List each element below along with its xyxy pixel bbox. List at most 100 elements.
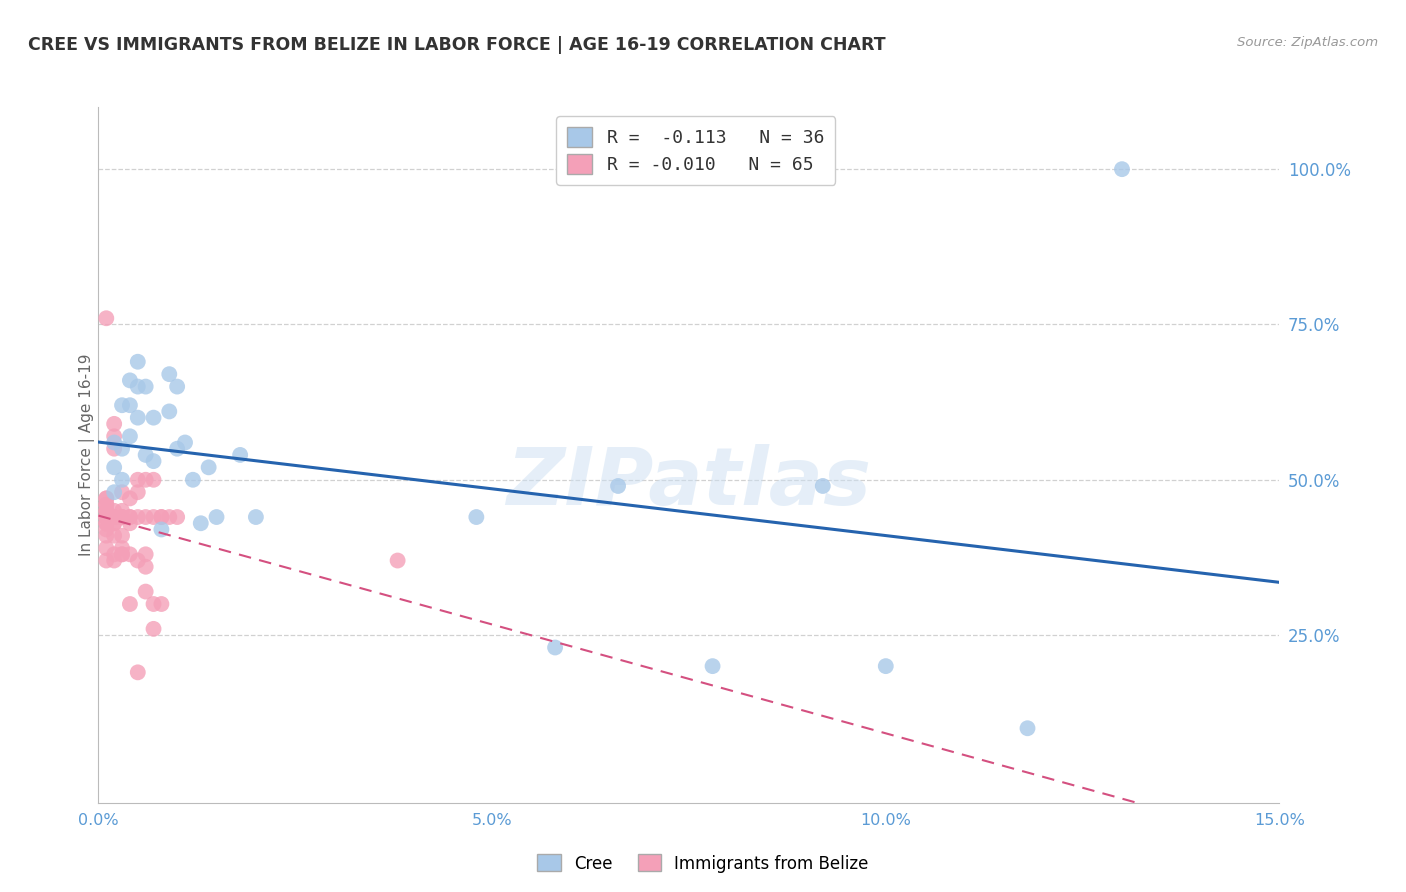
Point — [157, 404, 180, 418]
Point — [103, 435, 125, 450]
Point — [96, 498, 118, 512]
Point — [229, 448, 252, 462]
Point — [118, 491, 141, 506]
Point — [118, 429, 141, 443]
Point — [135, 559, 157, 574]
Point — [96, 529, 118, 543]
Point — [118, 398, 141, 412]
Point — [166, 442, 188, 456]
Point — [181, 473, 204, 487]
Point — [118, 373, 141, 387]
Point — [118, 597, 141, 611]
Point — [103, 516, 125, 531]
Point — [150, 510, 173, 524]
Point — [96, 311, 118, 326]
Point — [103, 417, 125, 431]
Point — [103, 516, 125, 531]
Point — [142, 597, 165, 611]
Y-axis label: In Labor Force | Age 16-19: In Labor Force | Age 16-19 — [79, 353, 96, 557]
Point — [1111, 162, 1133, 177]
Point — [150, 597, 173, 611]
Point — [111, 442, 134, 456]
Point — [127, 379, 149, 393]
Point — [142, 473, 165, 487]
Point — [135, 547, 157, 561]
Point — [118, 510, 141, 524]
Point — [96, 491, 118, 506]
Point — [166, 510, 188, 524]
Point — [96, 510, 118, 524]
Point — [111, 547, 134, 561]
Point — [103, 504, 125, 518]
Point — [197, 460, 219, 475]
Point — [1017, 721, 1039, 735]
Point — [135, 584, 157, 599]
Point — [127, 553, 149, 567]
Point — [142, 510, 165, 524]
Point — [96, 516, 118, 531]
Point — [111, 547, 134, 561]
Point — [103, 510, 125, 524]
Point — [96, 504, 118, 518]
Point — [135, 510, 157, 524]
Point — [127, 510, 149, 524]
Point — [111, 541, 134, 555]
Point — [166, 379, 188, 393]
Point — [96, 510, 118, 524]
Point — [96, 504, 118, 518]
Point — [111, 529, 134, 543]
Point — [96, 541, 118, 555]
Point — [157, 367, 180, 381]
Point — [118, 510, 141, 524]
Point — [142, 454, 165, 468]
Point — [111, 504, 134, 518]
Point — [127, 355, 149, 369]
Point — [111, 485, 134, 500]
Point — [465, 510, 488, 524]
Point — [135, 448, 157, 462]
Point — [387, 553, 409, 567]
Point — [103, 485, 125, 500]
Point — [875, 659, 897, 673]
Text: Source: ZipAtlas.com: Source: ZipAtlas.com — [1237, 36, 1378, 49]
Text: CREE VS IMMIGRANTS FROM BELIZE IN LABOR FORCE | AGE 16-19 CORRELATION CHART: CREE VS IMMIGRANTS FROM BELIZE IN LABOR … — [28, 36, 886, 54]
Point — [544, 640, 567, 655]
Point — [118, 547, 141, 561]
Point — [127, 410, 149, 425]
Point — [111, 510, 134, 524]
Point — [103, 553, 125, 567]
Point — [135, 473, 157, 487]
Point — [157, 510, 180, 524]
Point — [111, 510, 134, 524]
Point — [127, 665, 149, 680]
Point — [111, 473, 134, 487]
Point — [103, 510, 125, 524]
Point — [103, 529, 125, 543]
Point — [96, 523, 118, 537]
Point — [96, 498, 118, 512]
Point — [103, 547, 125, 561]
Point — [702, 659, 724, 673]
Point — [103, 460, 125, 475]
Point — [96, 510, 118, 524]
Point — [142, 622, 165, 636]
Point — [142, 410, 165, 425]
Text: ZIPatlas: ZIPatlas — [506, 443, 872, 522]
Point — [150, 523, 173, 537]
Point — [96, 510, 118, 524]
Point — [96, 491, 118, 506]
Point — [127, 473, 149, 487]
Point — [111, 398, 134, 412]
Point — [150, 510, 173, 524]
Point — [111, 510, 134, 524]
Point — [607, 479, 630, 493]
Point — [118, 516, 141, 531]
Point — [103, 429, 125, 443]
Legend: R =  -0.113   N = 36, R = -0.010   N = 65: R = -0.113 N = 36, R = -0.010 N = 65 — [557, 116, 835, 185]
Point — [245, 510, 267, 524]
Point — [103, 510, 125, 524]
Point — [96, 510, 118, 524]
Point — [135, 379, 157, 393]
Point — [811, 479, 834, 493]
Point — [96, 553, 118, 567]
